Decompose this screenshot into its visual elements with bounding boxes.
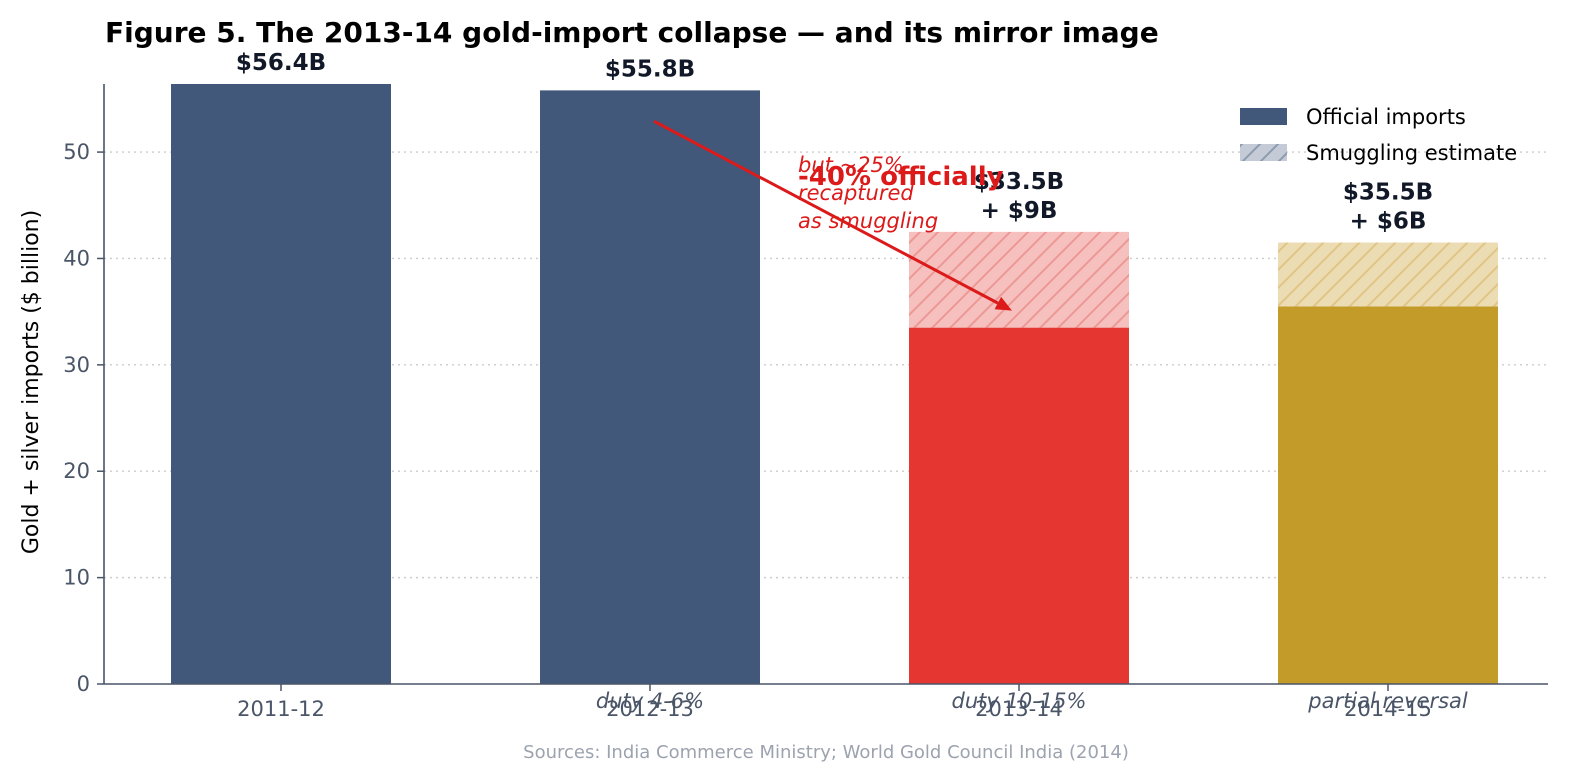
period-note: duty 4-6% (596, 689, 704, 713)
drop-label: -40% officially (798, 162, 1004, 192)
period-note: partial reversal (1307, 689, 1468, 713)
legend-swatch (1240, 108, 1287, 125)
y-tick-label: 50 (63, 140, 90, 164)
x-tick-label: 2011-12 (237, 697, 325, 721)
y-tick-label: 20 (63, 459, 90, 483)
bars (171, 84, 1498, 684)
value-labels: $56.4B $55.8B $33.5B + $9B $35.5B + $6B (236, 50, 1433, 235)
drop-arrow (653, 119, 999, 305)
bar-smuggling-2014-15 (1278, 242, 1498, 307)
bar-official-2014-15 (1278, 306, 1498, 684)
legend: Official imports Smuggling estimate (1240, 105, 1517, 165)
bar-value-label: $35.5B (1343, 180, 1433, 206)
bar-official-2012-13 (540, 90, 760, 684)
bar-official-2013-14 (909, 327, 1129, 684)
bar-value-label: + $9B (981, 198, 1058, 224)
smuggling-note: but ~25% (798, 153, 904, 177)
x-tick-label: 2013-14 (975, 697, 1063, 721)
bar-value-label: $33.5B (974, 169, 1064, 195)
source-note: Sources: India Commerce Ministry; World … (523, 742, 1129, 763)
bar-official-2011-12 (171, 84, 391, 684)
bar-value-label: $55.8B (605, 56, 695, 82)
y-tick-label: 10 (63, 566, 90, 590)
period-note: duty 10-15% (952, 689, 1087, 713)
bar-value-label: + $6B (1350, 209, 1427, 235)
legend-swatch (1240, 144, 1287, 161)
y-tick-label: 40 (63, 246, 90, 270)
y-tick-label: 0 (77, 672, 90, 696)
legend-label: Smuggling estimate (1306, 141, 1517, 165)
smuggling-note: recaptured (798, 181, 914, 205)
x-tick-label: 2012-13 (606, 697, 694, 721)
y-tick-label: 30 (63, 353, 90, 377)
chart-title: Figure 5. The 2013-14 gold-import collap… (105, 16, 1159, 49)
legend-label: Official imports (1306, 105, 1466, 129)
x-tick-label: 2014-15 (1344, 697, 1432, 721)
drop-arrowhead (994, 296, 1012, 311)
y-axis-label: Gold + silver imports ($ billion) (19, 210, 44, 554)
smuggling-note: as smuggling (798, 209, 938, 233)
bar-smuggling-2013-14 (909, 231, 1129, 328)
bar-value-label: $56.4B (236, 50, 326, 76)
